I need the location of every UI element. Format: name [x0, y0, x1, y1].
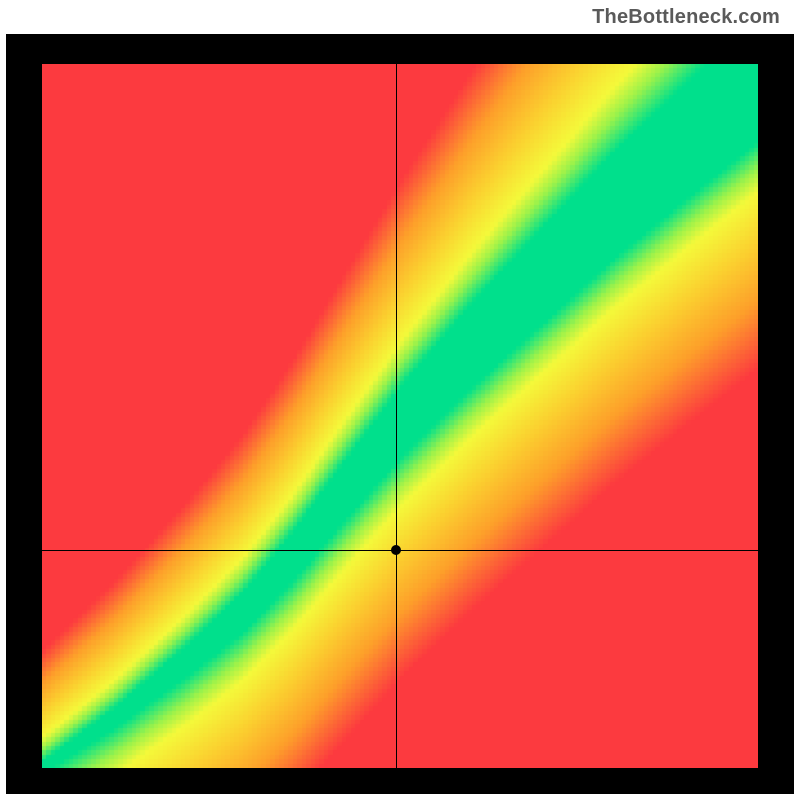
bottleneck-heatmap	[42, 64, 758, 768]
crosshair-vertical	[396, 64, 397, 768]
plot-frame	[6, 34, 794, 794]
attribution-text: TheBottleneck.com	[592, 6, 780, 29]
